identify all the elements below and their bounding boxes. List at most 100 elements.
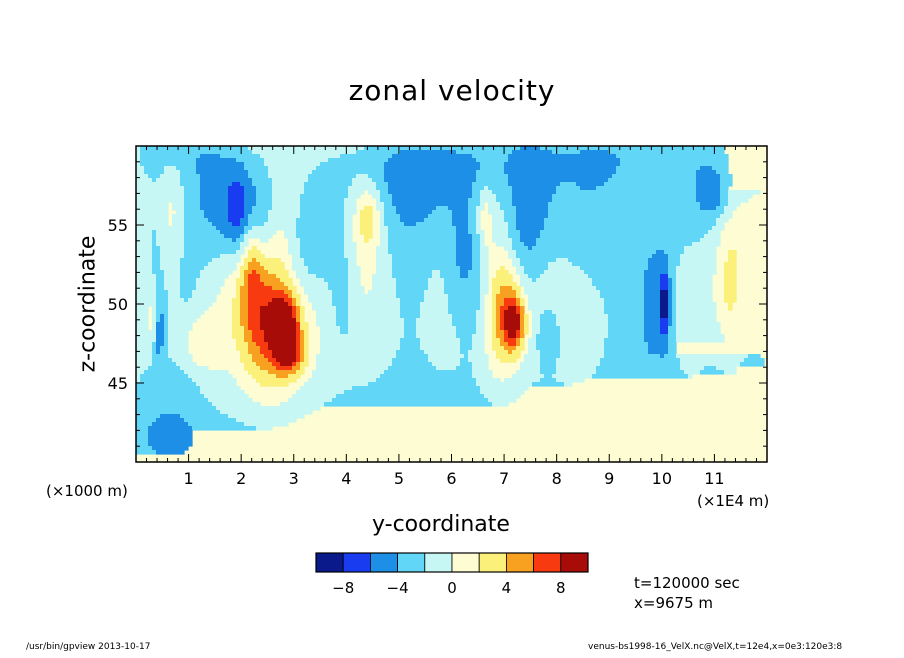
field-cell — [196, 166, 245, 171]
field-cell — [376, 266, 393, 271]
field-cell — [340, 330, 349, 335]
field-cell — [404, 326, 417, 331]
field-cell — [516, 254, 653, 259]
field-cell — [164, 270, 181, 275]
field-cell — [160, 250, 185, 255]
field-cell — [344, 206, 357, 211]
field-cell — [460, 274, 469, 279]
field-cell — [428, 282, 445, 287]
field-cell — [452, 218, 469, 223]
field-cell — [456, 334, 473, 339]
field-cell — [344, 230, 353, 235]
field-cell — [168, 314, 201, 319]
field-cell — [668, 314, 673, 319]
colorbar-tick-label: −8 — [332, 579, 354, 597]
field-cell — [532, 326, 541, 331]
field-cell — [660, 326, 669, 331]
field-cell — [516, 310, 521, 315]
field-cell — [248, 314, 261, 319]
field-cell — [440, 270, 461, 275]
field-cell — [200, 194, 229, 199]
field-cell — [316, 166, 385, 171]
field-cell — [240, 358, 253, 363]
field-cell — [160, 262, 181, 267]
field-cell — [196, 158, 237, 163]
field-cell — [296, 274, 317, 279]
field-cell — [488, 398, 517, 403]
field-cell — [720, 198, 729, 203]
field-cell — [604, 306, 645, 311]
field-cell — [136, 322, 149, 327]
field-cell — [540, 322, 557, 327]
field-cell — [660, 278, 669, 283]
field-cell — [508, 154, 617, 159]
field-cell — [676, 282, 713, 287]
field-cell — [404, 334, 417, 339]
field-cell — [228, 190, 245, 195]
field-cell — [468, 202, 481, 207]
field-cell — [164, 282, 181, 287]
field-cell — [380, 226, 389, 231]
field-cell — [676, 302, 717, 307]
field-cell — [140, 150, 253, 155]
field-cell — [200, 174, 249, 179]
field-cell — [396, 290, 425, 295]
field-cell — [520, 238, 537, 243]
field-cell — [304, 342, 309, 347]
field-cell — [540, 358, 557, 363]
field-cell — [556, 370, 597, 375]
field-cell — [660, 354, 665, 359]
field-cell — [376, 262, 393, 267]
field-cell — [532, 382, 565, 387]
field-cell — [268, 170, 313, 175]
field-cell — [136, 278, 157, 283]
field-cell — [244, 338, 253, 343]
field-cell — [256, 258, 281, 263]
field-cell — [236, 290, 241, 295]
field-cell — [528, 274, 541, 279]
field-cell — [180, 414, 229, 419]
field-cell — [348, 310, 401, 315]
field-cell — [312, 374, 381, 379]
field-cell — [472, 186, 485, 191]
field-cell — [380, 242, 389, 247]
field-cell — [544, 270, 585, 275]
field-cell — [300, 342, 305, 347]
field-cell — [380, 374, 473, 379]
field-cell — [136, 246, 153, 251]
field-cell — [388, 238, 457, 243]
field-cell — [136, 370, 145, 375]
field-cell — [416, 334, 457, 339]
field-cell — [200, 206, 229, 211]
field-cell — [400, 298, 425, 303]
field-cell — [520, 326, 525, 331]
field-cell — [348, 190, 365, 195]
field-cell — [152, 238, 157, 243]
field-cell — [444, 290, 481, 295]
field-cell — [136, 262, 153, 267]
field-cell — [608, 330, 645, 335]
field-cell — [492, 402, 509, 407]
field-cell — [352, 386, 481, 391]
field-cell — [468, 350, 485, 355]
field-cell — [248, 310, 261, 315]
field-cell — [304, 186, 349, 191]
field-cell — [248, 318, 261, 323]
field-cell — [304, 262, 349, 267]
field-cell — [192, 290, 221, 295]
field-cell — [156, 318, 161, 323]
field-cell — [516, 214, 549, 219]
field-cell — [324, 402, 493, 407]
field-cell — [248, 174, 269, 179]
field-cell — [252, 258, 257, 263]
field-cell — [176, 210, 185, 215]
field-cell — [504, 378, 541, 383]
field-cell — [492, 306, 497, 311]
field-cell — [156, 326, 165, 331]
field-cell — [704, 366, 717, 371]
field-cell — [268, 346, 297, 351]
field-cell — [496, 334, 505, 339]
field-cell — [676, 294, 713, 299]
field-cell — [200, 390, 245, 395]
